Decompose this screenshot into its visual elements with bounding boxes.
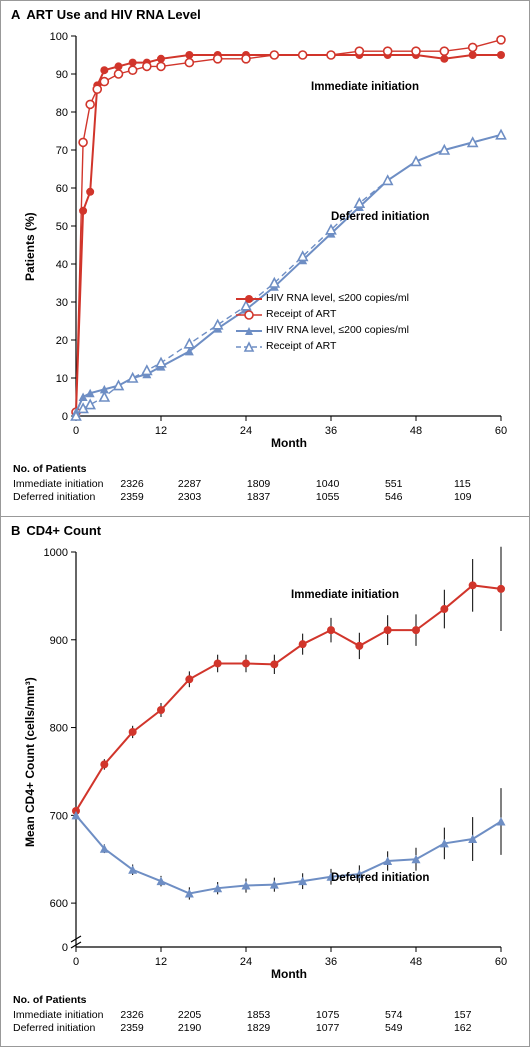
svg-text:30: 30 <box>56 297 68 309</box>
table-cell: 549 <box>385 1022 454 1035</box>
svg-text:48: 48 <box>410 956 422 968</box>
legend-label-deferred-rna: HIV RNA level, ≤200 copies/ml <box>266 323 409 338</box>
svg-text:60: 60 <box>495 956 507 968</box>
table-cell: 1853 <box>247 1009 316 1022</box>
table-row-label: Deferred initiation <box>13 1022 120 1035</box>
panel-a-ylabel: Patients (%) <box>23 212 37 281</box>
table-cell: 546 <box>385 491 454 504</box>
table-row-label: Immediate initiation <box>13 1009 120 1022</box>
panel-a: AART Use and HIV RNA Level 0102030405060… <box>1 1 529 516</box>
legend-item-deferred-rna: HIV RNA level, ≤200 copies/ml <box>236 323 409 338</box>
svg-text:36: 36 <box>325 956 337 968</box>
legend-label-immediate-rna: HIV RNA level, ≤200 copies/ml <box>266 291 409 306</box>
table-cell: 1829 <box>247 1022 316 1035</box>
svg-text:40: 40 <box>56 259 68 271</box>
table-cell: 1837 <box>247 491 316 504</box>
svg-text:20: 20 <box>56 335 68 347</box>
svg-text:0: 0 <box>73 956 79 968</box>
svg-text:600: 600 <box>50 898 68 910</box>
svg-text:60: 60 <box>56 183 68 195</box>
table-cell: 157 <box>454 1009 523 1022</box>
legend-label-immediate-art: Receipt of ART <box>266 307 336 322</box>
legend-label-deferred-art: Receipt of ART <box>266 339 336 354</box>
table-cell: 1040 <box>316 478 385 491</box>
table-cell: 1075 <box>316 1009 385 1022</box>
svg-text:36: 36 <box>325 425 337 437</box>
svg-text:900: 900 <box>50 635 68 647</box>
table-cell: 1809 <box>247 478 316 491</box>
svg-text:90: 90 <box>56 69 68 81</box>
table-cell: 2205 <box>178 1009 247 1022</box>
svg-text:1000: 1000 <box>44 547 68 559</box>
table-cell: 1055 <box>316 491 385 504</box>
table-cell: 1077 <box>316 1022 385 1035</box>
legend-item-deferred-art: Receipt of ART <box>236 339 409 354</box>
svg-text:0: 0 <box>73 425 79 437</box>
panel-a-xlabel: Month <box>271 436 307 450</box>
legend-item-immediate-art: Receipt of ART <box>236 307 409 322</box>
panel-b-table: No. of Patients Immediate initiation2326… <box>13 994 523 1035</box>
panel-a-chart: 0 10 20 30 40 50 60 70 80 90 100 0 12 24 36 48 60 <box>1 1 530 461</box>
table-cell: 2326 <box>120 478 178 491</box>
panel-b-annot-immediate: Immediate initiation <box>291 589 399 601</box>
table-cell: 2326 <box>120 1009 178 1022</box>
table-cell: 551 <box>385 478 454 491</box>
svg-text:0: 0 <box>62 411 68 423</box>
table-row: Immediate initiation23262287180910405511… <box>13 478 523 491</box>
panel-a-annot-immediate: Immediate initiation <box>311 81 419 93</box>
svg-text:24: 24 <box>240 425 252 437</box>
panel-b: BCD4+ Count 6007008009001000012243648600… <box>1 516 529 1046</box>
table-cell: 109 <box>454 491 523 504</box>
svg-text:800: 800 <box>50 723 68 735</box>
figure: AART Use and HIV RNA Level 0102030405060… <box>0 0 530 1047</box>
panel-b-chart: 6007008009001000012243648600 <box>1 517 530 992</box>
svg-text:100: 100 <box>50 31 68 43</box>
svg-text:0: 0 <box>62 942 68 954</box>
svg-text:70: 70 <box>56 145 68 157</box>
table-cell: 2303 <box>178 491 247 504</box>
panel-a-annot-deferred: Deferred initiation <box>331 211 429 223</box>
svg-text:48: 48 <box>410 425 422 437</box>
table-cell: 2359 <box>120 491 178 504</box>
table-cell: 2359 <box>120 1022 178 1035</box>
svg-text:80: 80 <box>56 107 68 119</box>
table-row: Deferred initiation235923031837105554610… <box>13 491 523 504</box>
table-row-label: Deferred initiation <box>13 491 120 504</box>
panel-b-xlabel: Month <box>271 967 307 981</box>
svg-text:50: 50 <box>56 221 68 233</box>
table-cell: 2287 <box>178 478 247 491</box>
panel-b-table-title: No. of Patients <box>13 994 523 1007</box>
table-row: Deferred initiation235921901829107754916… <box>13 1022 523 1035</box>
table-cell: 574 <box>385 1009 454 1022</box>
panel-b-annot-deferred: Deferred initiation <box>331 872 429 884</box>
table-cell: 115 <box>454 478 523 491</box>
svg-text:60: 60 <box>495 425 507 437</box>
panel-a-table-title: No. of Patients <box>13 463 523 476</box>
panel-b-ylabel: Mean CD4+ Count (cells/mm³) <box>23 677 37 847</box>
svg-text:24: 24 <box>240 956 252 968</box>
table-row-label: Immediate initiation <box>13 478 120 491</box>
panel-a-legend: HIV RNA level, ≤200 copies/ml Receipt of… <box>236 291 409 355</box>
table-row: Immediate initiation23262205185310755741… <box>13 1009 523 1022</box>
svg-text:700: 700 <box>50 810 68 822</box>
svg-text:12: 12 <box>155 956 167 968</box>
svg-text:10: 10 <box>56 373 68 385</box>
table-cell: 162 <box>454 1022 523 1035</box>
svg-text:12: 12 <box>155 425 167 437</box>
legend-item-immediate-rna: HIV RNA level, ≤200 copies/ml <box>236 291 409 306</box>
panel-a-table: No. of Patients Immediate initiation2326… <box>13 463 523 504</box>
table-cell: 2190 <box>178 1022 247 1035</box>
